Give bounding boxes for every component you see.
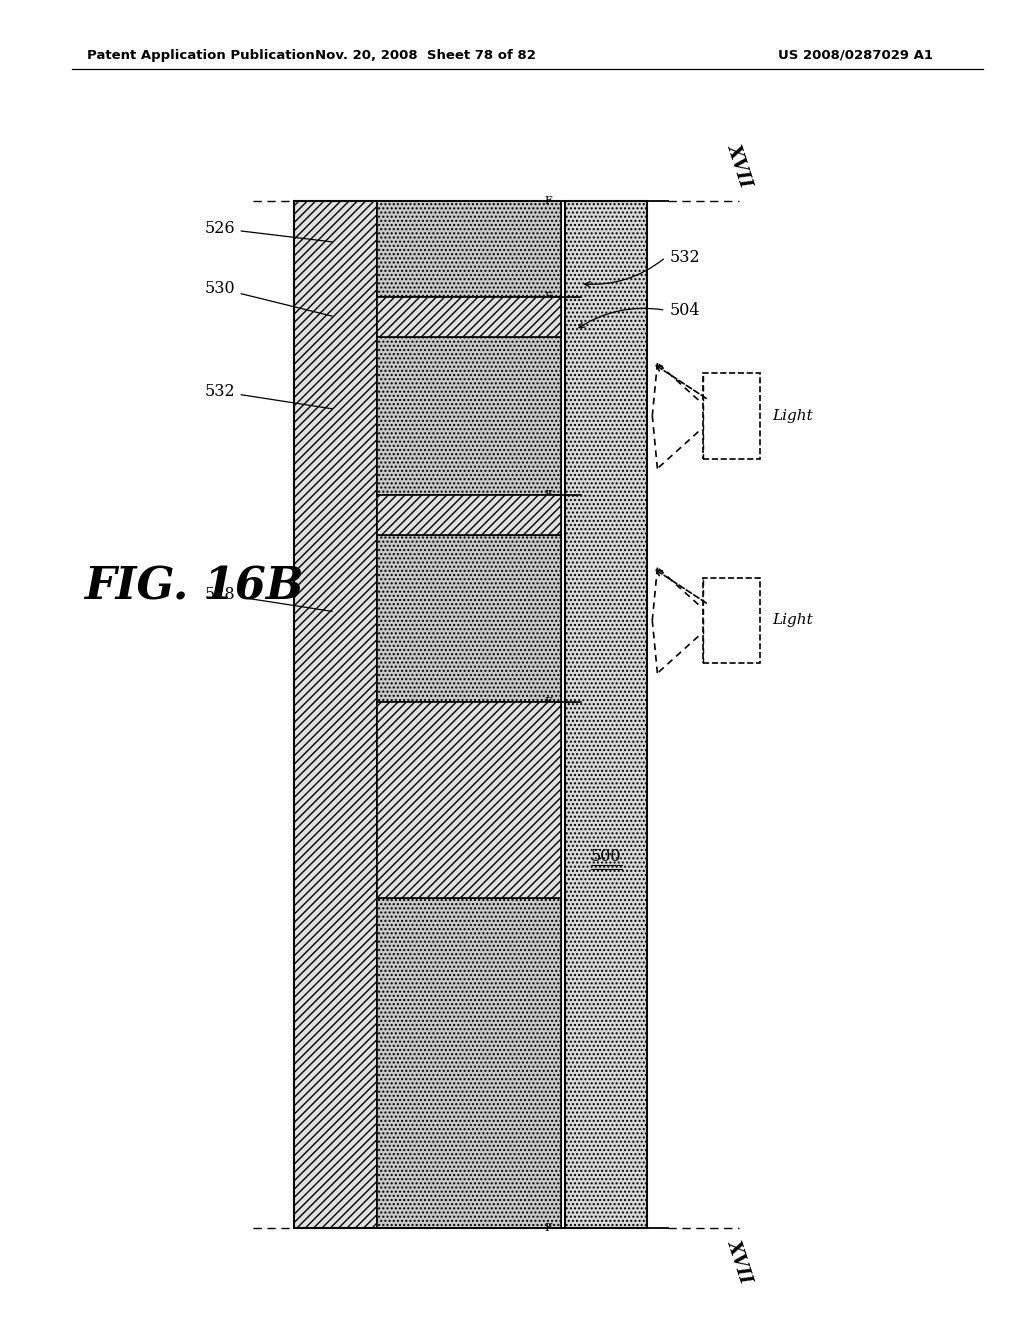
Bar	[703, 578, 760, 663]
Text: Light: Light	[772, 409, 813, 422]
Text: 532: 532	[670, 249, 700, 265]
Text: US 2008/0287029 A1: US 2008/0287029 A1	[778, 49, 933, 62]
Text: 500: 500	[591, 847, 622, 865]
Text: 504: 504	[670, 302, 700, 318]
Text: FIG. 16B: FIG. 16B	[84, 566, 303, 609]
Bar	[377, 337, 561, 495]
Bar	[377, 201, 561, 297]
Bar	[377, 535, 561, 702]
Text: XVII: XVII	[724, 143, 755, 190]
Bar	[377, 495, 561, 535]
Bar	[294, 201, 561, 1228]
Bar	[377, 702, 561, 898]
Text: F: F	[544, 490, 552, 500]
Text: 526: 526	[205, 220, 332, 242]
Text: Light: Light	[772, 614, 813, 627]
Text: F: F	[544, 195, 552, 206]
Bar	[377, 201, 561, 297]
Text: XVII: XVII	[724, 1238, 755, 1286]
Bar	[377, 535, 561, 702]
Bar	[703, 372, 760, 458]
Text: F: F	[544, 1222, 552, 1233]
Bar	[377, 495, 561, 535]
Bar	[377, 898, 561, 1228]
Text: F: F	[544, 292, 552, 302]
Text: 532: 532	[205, 383, 332, 409]
Bar	[377, 297, 561, 337]
Text: F: F	[544, 697, 552, 708]
Bar	[377, 702, 561, 898]
Text: Patent Application Publication: Patent Application Publication	[87, 49, 314, 62]
Text: 528: 528	[205, 586, 332, 611]
Text: Nov. 20, 2008  Sheet 78 of 82: Nov. 20, 2008 Sheet 78 of 82	[314, 49, 536, 62]
Bar	[565, 201, 647, 1228]
Text: 530: 530	[205, 280, 332, 315]
Bar	[377, 337, 561, 495]
Bar	[377, 297, 561, 337]
Bar	[377, 898, 561, 1228]
